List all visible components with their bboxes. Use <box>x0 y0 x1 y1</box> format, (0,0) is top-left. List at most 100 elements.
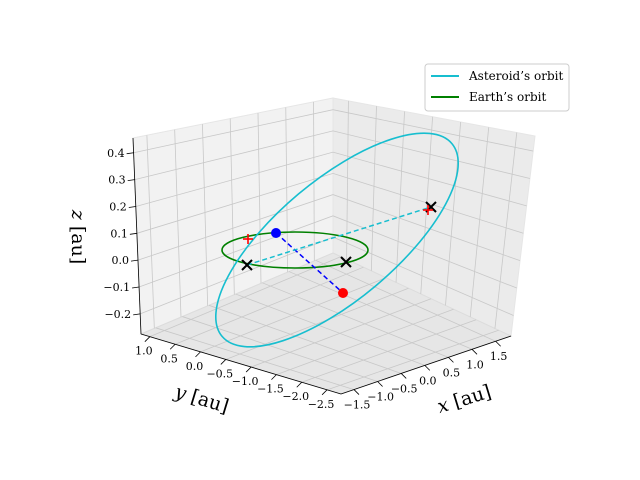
z-tick <box>130 259 139 262</box>
x-tick <box>471 349 478 355</box>
legend-label-earth: Earth’s orbit <box>469 90 546 104</box>
y-gridline <box>200 277 387 353</box>
y-gridline <box>276 308 454 376</box>
y-tick <box>220 359 227 365</box>
earth-orbit <box>221 231 369 269</box>
y-tick-label: −2.0 <box>282 390 309 403</box>
z-tick-label: 0.1 <box>110 227 128 240</box>
left-pane-gridline <box>174 129 182 318</box>
z-gridline <box>138 215 517 289</box>
y-gridline <box>225 287 409 360</box>
x-gridline <box>235 293 425 366</box>
back-pane-gridline <box>420 116 433 294</box>
z-tick <box>133 313 141 316</box>
x-tick <box>448 357 454 363</box>
left-pane-gridline <box>202 124 209 306</box>
y-tick-label: −0.5 <box>206 367 233 380</box>
grid-lines <box>133 100 534 391</box>
z-tick-label: −0.2 <box>104 308 131 321</box>
y-gridline <box>250 298 432 368</box>
left-pane-gridline <box>257 112 262 284</box>
z-tick <box>132 286 140 289</box>
legend: Asteroid’s orbit Earth’s orbit <box>424 63 570 112</box>
z-tick-label: −0.1 <box>103 281 130 294</box>
y-tick-label: −2.5 <box>308 398 335 411</box>
node-marker-2 <box>340 256 352 268</box>
x-tick-label: 1.0 <box>466 358 484 371</box>
y-tick <box>169 343 176 350</box>
x-tick-label: 0.5 <box>443 366 461 379</box>
z-tick <box>126 152 134 155</box>
x-gridline <box>288 271 473 350</box>
y-tick <box>296 381 303 388</box>
x-tick <box>353 389 360 395</box>
x-tick-label: 1.5 <box>490 350 508 363</box>
x-tick-label: −1.5 <box>344 399 371 412</box>
z-gridline <box>135 151 527 207</box>
asteroid-position-point <box>338 288 348 298</box>
y-gridline <box>175 266 364 345</box>
node-marker-1 <box>241 259 253 271</box>
x-gridline <box>315 259 496 342</box>
y-gridline <box>326 329 499 391</box>
x-axis-line <box>340 335 512 395</box>
z-gridline <box>134 130 530 181</box>
y-axis-line <box>140 333 342 395</box>
y-tick <box>144 336 151 342</box>
left-pane-gridline <box>146 135 155 329</box>
data-layer <box>214 132 460 348</box>
back-pane-gridline <box>370 106 377 271</box>
node-line <box>246 206 432 266</box>
y-tick <box>271 374 277 380</box>
z-gridline <box>133 109 534 154</box>
z-tick-label: 0.0 <box>111 254 129 267</box>
z-tick <box>127 179 135 182</box>
y-axis-label: y [au] <box>171 380 231 417</box>
back-pane-gridline <box>395 111 405 283</box>
x-gridline <box>155 327 355 390</box>
y-tick <box>195 351 201 358</box>
earth-asteroid-connector <box>275 232 344 294</box>
x-tick <box>495 340 501 347</box>
x-gridline <box>182 316 378 382</box>
legend-label-asteroid: Asteroid’s orbit <box>468 69 563 83</box>
y-tick-label: −1.5 <box>257 383 284 396</box>
back-pane-gridline <box>494 132 518 329</box>
back-pane-gridline <box>445 121 462 306</box>
legend-box <box>424 63 570 112</box>
y-tick <box>321 389 328 396</box>
earth-position-point <box>271 228 281 238</box>
back-pane-gridline <box>469 127 490 318</box>
x-gridline <box>262 282 449 358</box>
asteroid-orbit <box>214 132 460 348</box>
x-tick <box>400 373 407 379</box>
axis-ticks: 0.40.30.20.10.0−0.1−0.21.00.50.0−0.5−1.0… <box>103 147 507 412</box>
x-tick <box>424 365 431 371</box>
z-tick <box>128 206 136 208</box>
y-gridline <box>149 256 342 338</box>
plus-marker-1 <box>243 234 253 244</box>
z-tick <box>129 232 137 235</box>
x-tick-label: 0.0 <box>419 374 437 387</box>
x-axis-label: x [au] <box>435 381 494 418</box>
y-gridline <box>301 319 477 383</box>
plus-marker-2 <box>423 205 433 215</box>
z-tick-label: 0.4 <box>107 147 125 160</box>
z-gridline <box>136 172 524 234</box>
z-gridline <box>140 236 514 316</box>
y-tick-label: 1.0 <box>135 345 153 358</box>
x-tick <box>377 381 383 387</box>
z-tick-label: 0.2 <box>109 200 127 213</box>
left-pane-gridline <box>285 107 289 273</box>
y-tick-label: 0.0 <box>186 360 204 373</box>
y-tick-label: 0.5 <box>160 352 178 365</box>
x-tick-label: −1.0 <box>367 391 394 404</box>
y-tick <box>245 366 252 373</box>
x-tick-label: −0.5 <box>391 382 418 395</box>
x-gridline <box>208 304 402 374</box>
z-tick-label: 0.3 <box>108 174 126 187</box>
z-axis-label: z [au] <box>67 209 89 264</box>
z-axis-line <box>132 137 142 335</box>
z-gridline <box>137 194 521 262</box>
